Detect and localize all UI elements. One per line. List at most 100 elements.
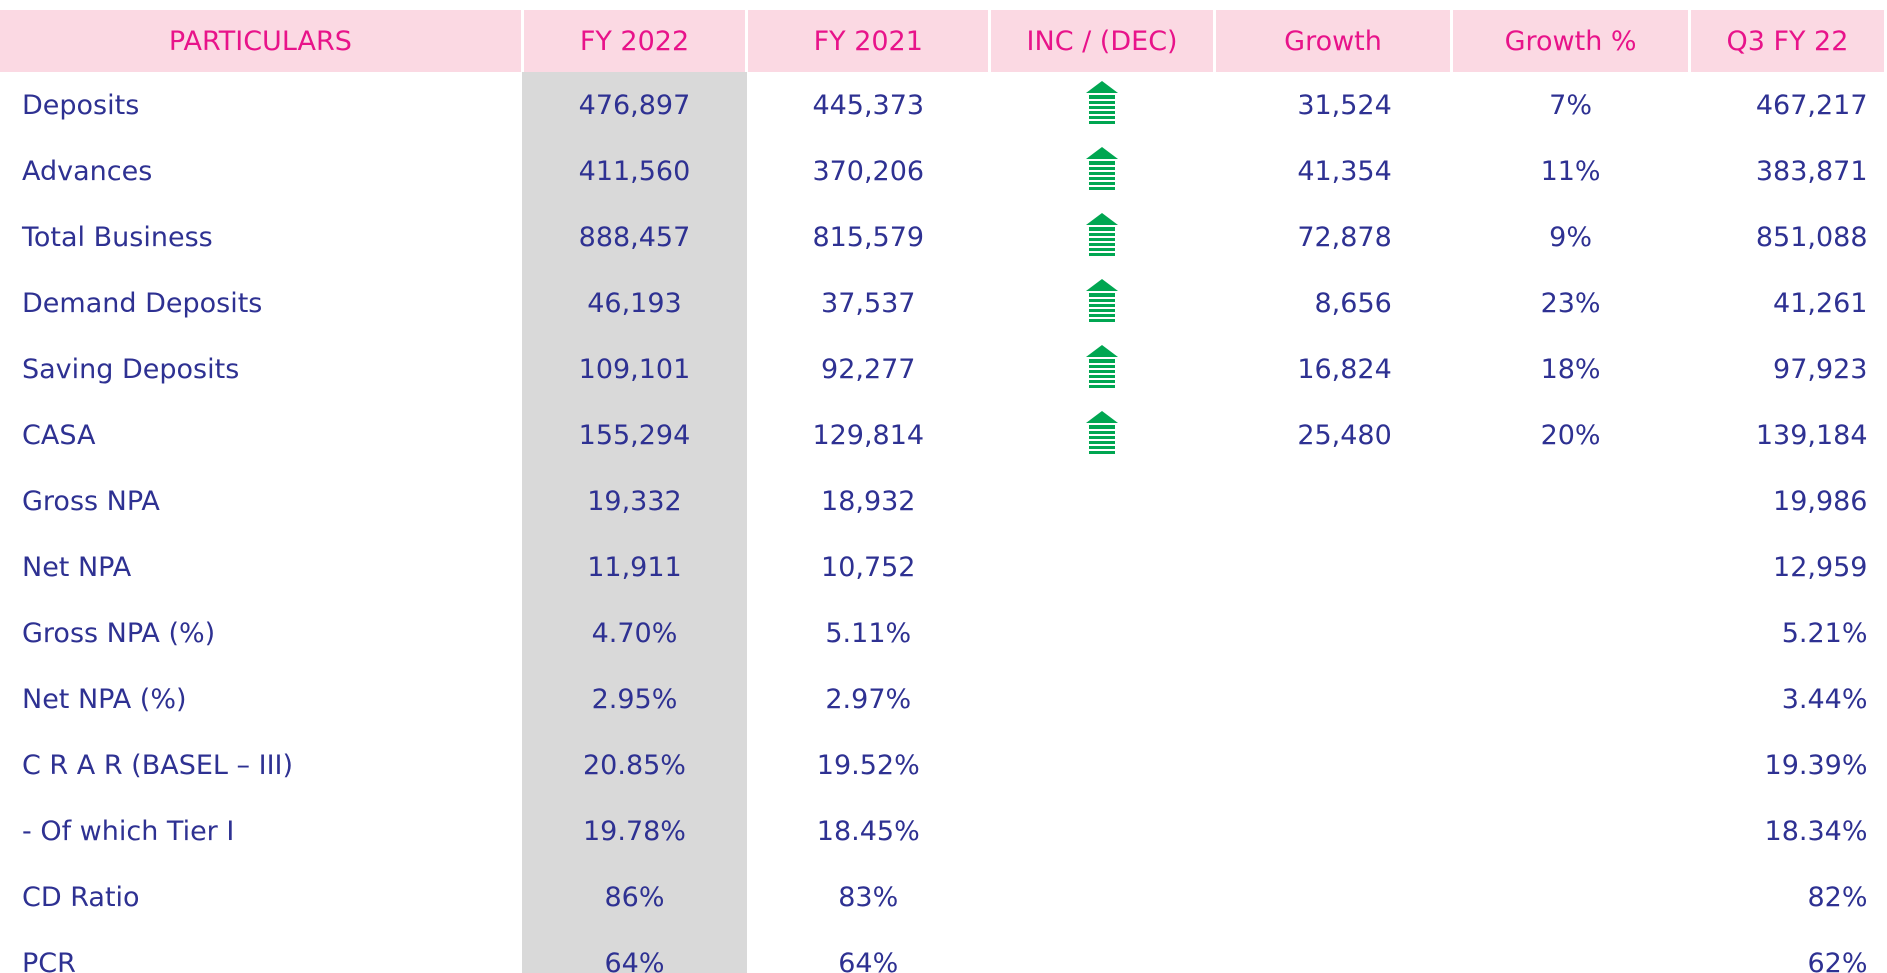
- cell: 3.44%: [1781, 683, 1868, 715]
- cell: Saving Deposits: [22, 353, 240, 385]
- table-row: C R A R (BASEL – III) 20.85% 19.52% 19.39%: [0, 732, 1886, 798]
- cell: 7%: [1549, 89, 1592, 121]
- cell: 815,579: [812, 221, 925, 253]
- cell: PCR: [22, 947, 76, 973]
- table-body: Deposits 476,897 445,373 31,524 7% 467,217 Ad…: [0, 72, 1886, 973]
- table-row: CD Ratio 86% 83% 82%: [0, 864, 1886, 930]
- cell: [1214, 666, 1452, 732]
- cell: 86%: [522, 864, 747, 930]
- table-row: - Of which Tier I 19.78% 18.45% 18.34%: [0, 798, 1886, 864]
- cell: [1214, 600, 1452, 666]
- cell: [1452, 798, 1690, 864]
- cell: [990, 270, 1214, 336]
- cell: 19.78%: [522, 798, 747, 864]
- header-cell: INC / (DEC): [989, 0, 1216, 72]
- table-row: Gross NPA 19,332 18,932 19,986: [0, 468, 1886, 534]
- cell: [990, 600, 1214, 666]
- header-cell: Growth %: [1451, 0, 1691, 72]
- cell: C R A R (BASEL – III): [22, 749, 294, 781]
- cell: Net NPA: [22, 551, 132, 583]
- cell: 46,193: [522, 270, 747, 336]
- cell: 9%: [1549, 221, 1592, 253]
- header-row: PARTICULARS FY 2022 FY 2021 INC / (DEC) Grow…: [0, 0, 1887, 72]
- cell: 4.70%: [522, 600, 747, 666]
- cell: 18%: [1540, 353, 1601, 385]
- up-arrow-icon: [1086, 212, 1119, 256]
- cell: 62%: [1807, 947, 1868, 973]
- cell: 19,332: [522, 468, 747, 534]
- cell: Advances: [22, 155, 153, 187]
- cell: 411,560: [522, 138, 747, 204]
- cell: 8,656: [1314, 287, 1392, 319]
- cell: 851,088: [1755, 221, 1868, 253]
- cell: 12,959: [1773, 551, 1868, 583]
- header-cell: Growth: [1214, 0, 1454, 72]
- cell: [1214, 732, 1452, 798]
- header-cell: FY 2021: [746, 0, 992, 72]
- table-row: Advances 411,560 370,206 41,354 11% 383,871: [0, 138, 1886, 204]
- cell: 37,537: [821, 287, 916, 319]
- table-row: Net NPA (%) 2.95% 2.97% 3.44%: [0, 666, 1886, 732]
- cell: [1214, 930, 1452, 973]
- cell: [1452, 600, 1690, 666]
- cell: Gross NPA: [22, 485, 160, 517]
- cell: 18.45%: [816, 815, 920, 847]
- up-arrow-icon: [1086, 344, 1119, 388]
- cell: 64%: [522, 930, 747, 973]
- cell: 2.95%: [522, 666, 747, 732]
- cell: 18.34%: [1764, 815, 1868, 847]
- cell: [990, 930, 1214, 973]
- cell: [990, 72, 1214, 138]
- cell: [990, 732, 1214, 798]
- cell: Net NPA (%): [22, 683, 187, 715]
- table-row: Saving Deposits 109,101 92,277 16,824 18% 97…: [0, 336, 1886, 402]
- cell: 72,878: [1297, 221, 1392, 253]
- cell: 445,373: [812, 89, 925, 121]
- cell: Demand Deposits: [22, 287, 263, 319]
- cell: 20%: [1540, 419, 1601, 451]
- cell: [990, 138, 1214, 204]
- cell: 20.85%: [522, 732, 747, 798]
- cell: [1214, 864, 1452, 930]
- cell: [1214, 468, 1452, 534]
- table-row: CASA 155,294 129,814 25,480 20% 139,184: [0, 402, 1886, 468]
- cell: 467,217: [1755, 89, 1868, 121]
- cell: 383,871: [1755, 155, 1868, 187]
- cell: 888,457: [522, 204, 747, 270]
- cell: 19.39%: [1764, 749, 1868, 781]
- cell: 83%: [838, 881, 899, 913]
- cell: 19.52%: [816, 749, 920, 781]
- cell: [990, 402, 1214, 468]
- up-arrow-icon: [1086, 410, 1119, 454]
- cell: [1452, 468, 1690, 534]
- cell: 92,277: [821, 353, 916, 385]
- header-cell: Q3 FY 22: [1689, 0, 1887, 72]
- up-arrow-icon: [1086, 146, 1119, 190]
- cell: [1452, 732, 1690, 798]
- cell: 64%: [838, 947, 899, 973]
- cell: [990, 666, 1214, 732]
- cell: 97,923: [1773, 353, 1868, 385]
- table-row: PCR 64% 64% 62%: [0, 930, 1886, 973]
- header-cell: FY 2022: [522, 0, 749, 72]
- cell: CD Ratio: [22, 881, 140, 913]
- cell: 19,986: [1773, 485, 1868, 517]
- cell: 5.21%: [1781, 617, 1868, 649]
- cell: 5.11%: [825, 617, 912, 649]
- cell: 370,206: [812, 155, 925, 187]
- table-row: Demand Deposits 46,193 37,537 8,656 23% 41,2…: [0, 270, 1886, 336]
- up-arrow-icon: [1086, 278, 1119, 322]
- cell: [990, 468, 1214, 534]
- cell: 82%: [1807, 881, 1868, 913]
- cell: 16,824: [1297, 353, 1392, 385]
- cell: 139,184: [1755, 419, 1868, 451]
- cell: [1452, 534, 1690, 600]
- cell: 11%: [1540, 155, 1601, 187]
- cell: Total Business: [22, 221, 213, 253]
- cell: [990, 336, 1214, 402]
- cell: 41,261: [1773, 287, 1868, 319]
- cell: 31,524: [1297, 89, 1392, 121]
- cell: 18,932: [821, 485, 916, 517]
